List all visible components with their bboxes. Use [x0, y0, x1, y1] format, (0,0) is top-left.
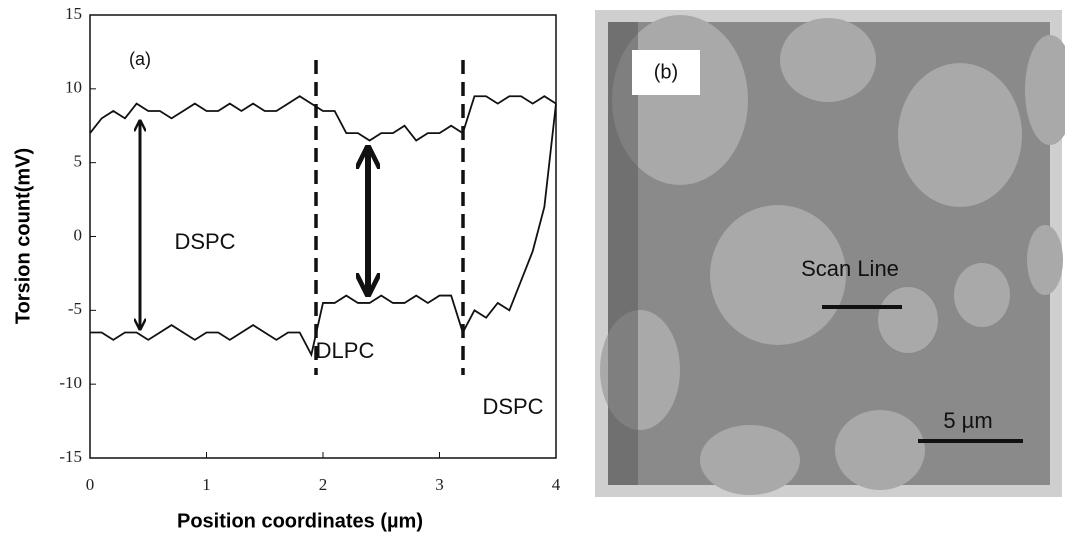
trace — [90, 103, 557, 358]
x-tick-label: 2 — [319, 475, 328, 494]
domains — [600, 15, 1065, 495]
y-tick-label: -5 — [68, 299, 82, 318]
annotation: DLPC — [316, 338, 375, 363]
plot-frame — [89, 14, 557, 459]
y-tick-label: -10 — [59, 373, 82, 392]
annotation: DSPC — [174, 229, 235, 254]
y-tick-label: 0 — [74, 225, 83, 244]
annotation: DSPC — [482, 394, 543, 419]
y-tick-label: 5 — [74, 152, 83, 171]
x-tick-label: 4 — [552, 475, 561, 494]
trace — [89, 95, 557, 142]
scan-line-label: Scan Line — [801, 256, 899, 281]
y-axis-title: Torsion count(mV) — [12, 148, 34, 324]
label-box — [632, 50, 700, 95]
panel-label: (a) — [129, 49, 151, 69]
image-shade — [608, 22, 638, 485]
x-tick-label: 1 — [202, 475, 211, 494]
y-tick-label: 10 — [65, 78, 82, 97]
panel-label: (b) — [654, 61, 678, 83]
x-axis-title: Position coordinates (µm) — [177, 510, 423, 532]
x-tick-label: 0 — [86, 475, 95, 494]
x-tick-label: 3 — [435, 475, 444, 494]
y-tick-label: 15 — [65, 4, 82, 23]
boundaries — [314, 60, 465, 375]
scale-label: 5 µm — [943, 408, 992, 433]
y-tick-label: -15 — [59, 447, 82, 466]
